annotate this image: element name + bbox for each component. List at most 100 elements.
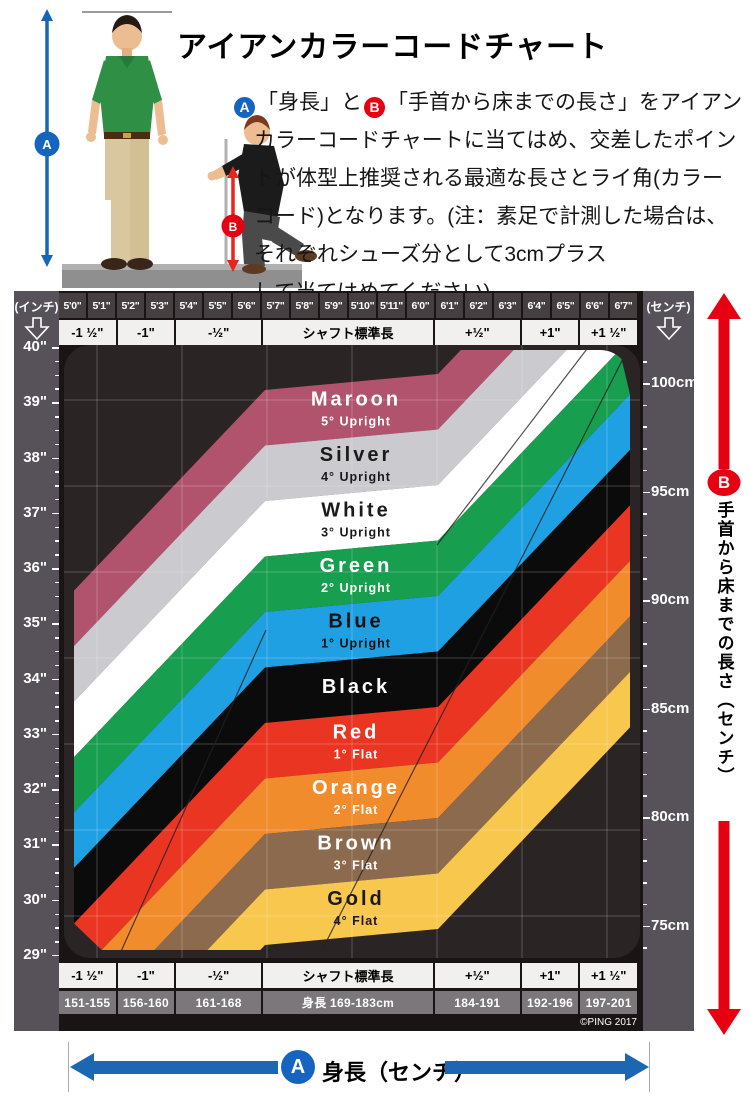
height-cell: 5'9" <box>320 293 347 318</box>
range-cell: 192-196 <box>521 991 579 1014</box>
band-sublabel-silver: 4° Upright <box>321 470 391 484</box>
cm-axis-label: 80cm <box>651 808 690 825</box>
left-axis-strip: (インチ) <box>14 291 59 1031</box>
axis-tick <box>52 844 59 846</box>
adjust-cell: +1 ½" <box>580 963 637 988</box>
range-cell: 151-155 <box>59 991 116 1014</box>
axis-tick <box>55 581 59 584</box>
height-axis-arrow: A 身長（センチ） <box>60 1040 660 1096</box>
color-band-plot: Maroon 5° Upright Silver 4° Upright White 3° … <box>64 345 640 958</box>
axis-tick <box>643 773 647 776</box>
axis-tick <box>643 817 650 819</box>
height-cell: 5'2" <box>117 293 144 318</box>
wrist-axis-label: 手首から床までの長さ（センチ） <box>714 501 734 786</box>
axis-tick <box>55 650 59 653</box>
arrow-down-icon <box>707 1009 741 1035</box>
height-measure-arrow: A <box>34 9 60 267</box>
down-arrow-icon <box>655 317 682 341</box>
band-brown <box>154 616 630 950</box>
inch-axis-label: 35" <box>23 614 47 632</box>
axis-tick <box>55 872 59 874</box>
axis-tick <box>643 860 647 862</box>
height-cell: 5'11" <box>378 293 405 318</box>
band-label-green: Green <box>320 555 393 577</box>
band-silver <box>74 350 567 702</box>
band-blue <box>74 394 630 868</box>
axis-tick <box>643 513 647 515</box>
axis-tick <box>55 609 59 612</box>
band-label-black: Black <box>322 676 390 698</box>
band-white <box>74 350 620 758</box>
axis-tick <box>55 816 59 819</box>
axis-tick <box>55 941 59 943</box>
axis-tick <box>643 600 650 602</box>
height-cell: 5'7" <box>262 293 289 318</box>
axis-tick <box>55 429 59 432</box>
axis-tick <box>55 706 59 708</box>
band-green <box>74 350 630 813</box>
height-cell: 6'5" <box>552 293 579 318</box>
height-cell: 6'1" <box>436 293 463 318</box>
band-label-red: Red <box>333 721 380 743</box>
axis-tick <box>643 621 647 624</box>
inch-axis-label: 34" <box>23 669 47 687</box>
cm-axis-label: 85cm <box>651 699 690 717</box>
height-cell: 5'6" <box>233 293 260 318</box>
band-maroon <box>74 350 514 647</box>
cm-axis-label: 95cm <box>651 482 690 500</box>
cm-unit-label: (センチ) <box>646 300 691 314</box>
band-label-orange: Orange <box>312 777 400 799</box>
axis-tick <box>52 457 59 460</box>
axis-tick <box>643 448 647 450</box>
band-label-silver: Silver <box>320 444 392 466</box>
height-cell: 5'10" <box>349 293 376 318</box>
band-label-blue: Blue <box>328 610 383 632</box>
axis-tick <box>55 858 59 860</box>
axis-tick <box>55 913 59 916</box>
axis-tick <box>55 885 59 888</box>
axis-tick <box>55 747 59 750</box>
axis-tick <box>643 730 647 732</box>
height-cell: 5'0" <box>59 293 86 318</box>
range-cell: 身長 169-183cm <box>263 991 433 1014</box>
height-cell: 5'1" <box>88 293 115 318</box>
band-sublabel-brown: 3° Flat <box>334 858 379 872</box>
adjust-cell: +1 ½" <box>580 320 637 345</box>
adjust-cell: -1 ½" <box>59 320 116 345</box>
inch-axis-label: 39" <box>23 393 47 411</box>
axis-tick <box>643 947 647 949</box>
adjust-cell: シャフト標準長 <box>263 963 433 988</box>
axis-tick <box>55 374 59 377</box>
badge-b-icon: B <box>364 96 385 118</box>
inch-axis-label: 33" <box>23 724 47 742</box>
height-cell: 6'7" <box>610 293 637 318</box>
axis-tick <box>643 469 647 472</box>
inch-axis-label: 30" <box>23 890 47 908</box>
axis-tick <box>55 485 59 487</box>
band-gold <box>207 671 630 950</box>
range-cell: 184-191 <box>434 991 520 1014</box>
axis-tick <box>52 347 59 349</box>
band-orange <box>101 560 630 950</box>
axis-tick <box>643 426 647 428</box>
axis-tick <box>643 361 647 363</box>
band-red <box>74 505 630 950</box>
axis-tick <box>643 534 647 537</box>
axis-tick <box>643 838 647 841</box>
svg-text:A: A <box>42 137 52 152</box>
axis-tick <box>55 554 59 556</box>
axis-tick <box>52 402 59 404</box>
axis-tick <box>643 751 647 754</box>
adjust-cell: -½" <box>176 320 262 345</box>
height-cell: 5'8" <box>291 293 318 318</box>
axis-tick <box>55 526 59 529</box>
axis-tick <box>55 775 59 777</box>
range-cell: 161-168 <box>176 991 262 1014</box>
band-sublabel-white: 3° Upright <box>321 525 391 539</box>
band-sublabel-orange: 2° Flat <box>334 803 379 817</box>
axis-tick <box>55 802 59 805</box>
height-cell: 5'4" <box>175 293 202 318</box>
axis-tick <box>643 404 647 407</box>
axis-tick <box>643 383 650 385</box>
